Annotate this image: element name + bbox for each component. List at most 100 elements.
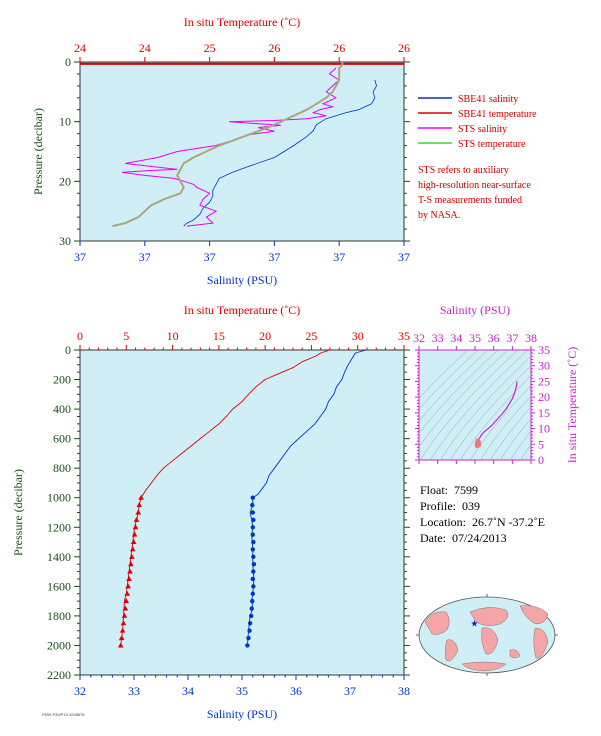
density-contour: [419, 350, 509, 448]
near-surface-bottom-tick-label: 37: [398, 250, 410, 264]
svg-text:Date:07/24/2013: Date: 07/24/2013: [420, 531, 507, 545]
temperature-sample-marker: [129, 553, 135, 559]
full-profile-y-tick-label: 800: [53, 461, 71, 475]
salinity-sample-marker: [249, 606, 254, 611]
density-contour: [450, 365, 531, 460]
near-surface-top-tick-label: 26: [333, 41, 345, 55]
salinity-sample-marker: [250, 495, 255, 500]
full-profile-y-tick-label: 1600: [47, 579, 71, 593]
density-contour: [490, 406, 531, 460]
near-surface-top-tick-label: 26: [268, 41, 280, 55]
temperature-sample-marker: [135, 509, 142, 515]
full-profile-top-tick-label: 20: [259, 329, 271, 343]
profile-label: Profile:: [420, 499, 456, 513]
salinity-sample-marker: [245, 643, 250, 648]
t-s-inset-y-axis-title: In situ Temperature (˚C): [565, 347, 579, 464]
full-profile-bottom-tick-label: 35: [236, 684, 248, 698]
svg-text:Location:26.7˚N -37.2˚E: Location: 26.7˚N -37.2˚E: [420, 515, 545, 529]
salinity-sample-marker: [251, 562, 257, 567]
near-surface-plot-area: [79, 61, 405, 242]
full-profile-y-axis-title: Pressure (decibar): [11, 469, 25, 556]
full-profile-panel: 0 5 10 15 20 25 30 35 32 33 34 35 36 37 38 0 200 400 600 80…: [11, 303, 410, 721]
float-label: Float:: [420, 483, 448, 497]
salinity-sample-marker: [251, 517, 256, 523]
t-s-y-tick-label: 0: [538, 453, 544, 467]
t-s-x-tick-label: 38: [525, 331, 537, 345]
salinity-sample-marker: [250, 510, 255, 515]
full-profile-y-tick-label: 2200: [47, 668, 71, 682]
density-contour: [480, 395, 531, 460]
near-surface-top-tick-label: 24: [139, 41, 151, 55]
full-profile-top-tick-label: 30: [352, 329, 364, 343]
t-s-y-tick-label: 15: [538, 406, 550, 420]
full-profile-bottom-tick-label: 32: [74, 684, 86, 698]
legend-note-line: high-resolution near-surface: [418, 180, 531, 191]
temperature-sample-marker: [120, 620, 127, 626]
near-surface-bottom-tick-label: 37: [333, 250, 345, 264]
salinity-sample-marker: [251, 569, 256, 574]
near-surface-top-tick-label: 26: [398, 41, 410, 55]
t-s-y-tick-label: 35: [538, 343, 550, 357]
near-surface-y-tick-label: 30: [59, 234, 71, 248]
t-s-x-tick-label: 33: [432, 331, 444, 345]
legend-label: SBE41 salinity: [458, 94, 518, 105]
world-map: ★: [416, 594, 558, 676]
temperature-sample-marker: [133, 516, 140, 522]
t-s-y-tick-label: 5: [538, 437, 544, 451]
t-s-x-tick-label: 36: [488, 331, 500, 345]
full-profile-bottom-tick-label: 36: [290, 684, 302, 698]
date-value: 07/24/2013: [452, 531, 507, 545]
density-contour: [420, 350, 519, 460]
legend-note-line: by NASA.: [418, 210, 460, 221]
salinity-sample-marker: [248, 613, 254, 619]
density-contour: [430, 350, 529, 460]
full-profile-top-tick-label: 5: [123, 329, 129, 343]
full-profile-y-tick-label: 400: [53, 402, 71, 416]
salinity-sample-marker: [251, 554, 256, 560]
temperature-sample-marker: [129, 546, 136, 552]
salinity-sample-marker: [247, 628, 252, 633]
density-contour: [419, 350, 489, 422]
density-contour: [419, 350, 479, 410]
salinity-sample-marker: [250, 525, 255, 530]
temperature-sample-marker: [125, 583, 131, 589]
full-profile-top-axis-title: In situ Temperature (˚C): [184, 303, 301, 317]
t-s-x-tick-label: 32: [413, 331, 425, 345]
density-contour: [419, 350, 469, 399]
star-icon: ★: [470, 620, 478, 630]
float-value: 7599: [454, 483, 478, 497]
t-s-y-tick-label: 25: [538, 374, 550, 388]
full-profile-y-tick-label: 1200: [47, 520, 71, 534]
temperature-sample-marker: [130, 539, 137, 545]
salinity-sample-marker: [250, 502, 255, 508]
near-surface-bottom-tick-label: 37: [74, 250, 86, 264]
location-value: 26.7˚N -37.2˚E: [472, 515, 545, 529]
salinity-sample-marker: [250, 547, 255, 552]
location-label: Location:: [420, 515, 466, 529]
t-s-x-tick-label: 35: [469, 331, 481, 345]
near-surface-top-tick-label: 24: [74, 41, 86, 55]
full-profile-y-tick-label: 600: [53, 432, 71, 446]
full-profile-bottom-tick-label: 33: [128, 684, 140, 698]
density-contour: [460, 375, 531, 460]
full-profile-plot-area: [79, 349, 405, 676]
near-surface-panel: 24 24 25 26 26 26 37 37 37 37 37 37 0 10 20 30 In situ …: [31, 15, 410, 287]
legend-label: STS salinity: [458, 124, 507, 135]
near-surface-series-she41-salinity: [183, 79, 377, 227]
svg-text:Float:7599: Float: 7599: [420, 483, 478, 497]
full-profile-top-tick-label: 35: [398, 329, 410, 343]
near-surface-bottom-tick-label: 37: [268, 250, 280, 264]
map-ticks: [416, 594, 558, 676]
near-surface-series-sts-temperature: [112, 62, 344, 228]
near-surface-bottom-tick-label: 37: [204, 250, 216, 264]
full-profile-y-tick-label: 0: [65, 343, 71, 357]
temperature-sample-marker: [128, 561, 134, 567]
full-profile-y-tick-label: 1000: [47, 491, 71, 505]
legend: SBE41 salinity SBE41 temperature STS salin…: [418, 94, 537, 221]
temperature-sample-marker: [126, 575, 132, 581]
salinity-sample-marker: [250, 576, 255, 582]
full-profile-y-tick-label: 2000: [47, 638, 71, 652]
t-s-y-tick-label: 20: [538, 390, 550, 404]
